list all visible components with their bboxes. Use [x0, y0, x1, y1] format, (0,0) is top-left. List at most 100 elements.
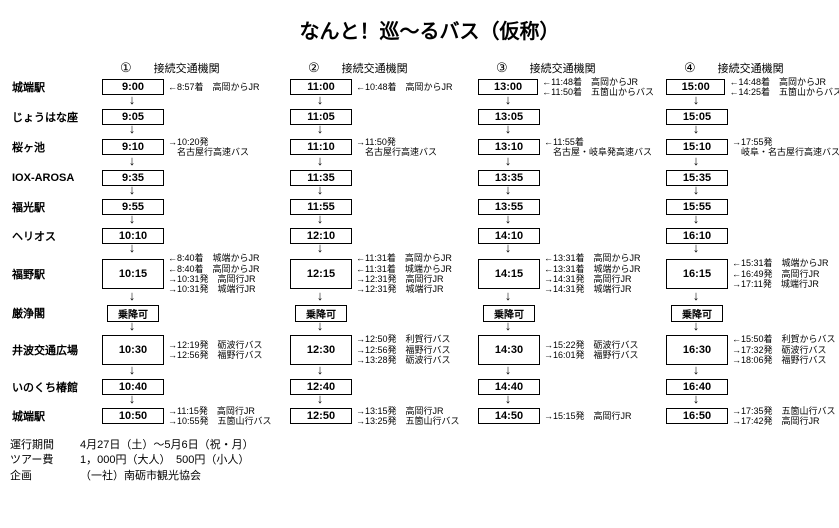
- connection-notes: ←11:31着 高岡からJR←11:31着 城端からJR→12:31発 高岡行J…: [356, 253, 452, 294]
- arrow-down-icon: ↓: [466, 216, 550, 226]
- arrow-down-icon: ↓: [90, 187, 174, 197]
- arrow-down-icon: ↓: [278, 323, 362, 333]
- boarding-box: 乗降可: [107, 305, 159, 322]
- arrow-down-icon: ↓: [466, 396, 550, 406]
- stop-row: 乗降可: [278, 303, 466, 323]
- footer: 運行期間 4月27日（土）～5月6日（祝・月） ツアー費 1，000円（大人） …: [10, 438, 839, 484]
- column-header: ①接続交通機関: [90, 59, 278, 77]
- arrow-down-icon: ↓: [466, 245, 550, 255]
- connection-notes: →15:22発 砺波行バス→16:01発 福野行バス: [544, 340, 639, 361]
- time-box: 9:05: [102, 109, 164, 125]
- stop-row: 11:10→11:50発 名古屋行高速バス: [278, 136, 466, 158]
- time-box: 13:05: [478, 109, 540, 125]
- stop-row: 12:10: [278, 226, 466, 245]
- stop-row: 10:40: [90, 377, 278, 396]
- stop-row: 10:30→12:19発 砺波行バス→12:56発 福野行バス: [90, 333, 278, 367]
- arrow-down-icon: ↓: [654, 187, 738, 197]
- arrow-down-icon: ↓: [90, 293, 174, 303]
- route-column: ③接続交通機関13:00←11:48着 高岡からJR←11:50着 五箇山からバ…: [466, 59, 654, 426]
- arrow-down-icon: ↓: [90, 126, 174, 136]
- arrow-down-icon: ↓: [466, 158, 550, 168]
- time-box: 14:10: [478, 228, 540, 244]
- connection-notes: ←15:31着 城端からJR←16:49発 高岡行JR→17:11発 城端行JR: [732, 258, 829, 289]
- arrow-down-icon: ↓: [654, 293, 738, 303]
- arrow-down-icon: ↓: [654, 245, 738, 255]
- connection-header: 接続交通機関: [342, 60, 408, 76]
- stop-row: 14:10: [466, 226, 654, 245]
- stop-row: 13:35: [466, 168, 654, 187]
- row-label: 福光駅: [10, 197, 90, 216]
- time-box: 16:50: [666, 408, 728, 424]
- stop-row: 15:00←14:48着 高岡からJR←14:25着 五箇山からバス: [654, 77, 839, 97]
- stop-row: 15:35: [654, 168, 839, 187]
- connection-notes: ←15:50着 利賀からバス→17:32発 砺波行バス→18:06発 福野行バス: [732, 334, 836, 365]
- row-label: 城端駅: [10, 77, 90, 97]
- arrow-down-icon: ↓: [654, 158, 738, 168]
- time-box: 14:50: [478, 408, 540, 424]
- stop-row: 15:55: [654, 197, 839, 216]
- arrow-down-icon: ↓: [278, 245, 362, 255]
- time-box: 10:40: [102, 379, 164, 395]
- time-box: 11:05: [290, 109, 352, 125]
- page-title: なんと！巡～るバス（仮称）: [10, 15, 839, 44]
- arrow-down-icon: ↓: [466, 293, 550, 303]
- stop-row: 11:35: [278, 168, 466, 187]
- time-box: 9:55: [102, 199, 164, 215]
- connection-header: 接続交通機関: [154, 60, 220, 76]
- time-box: 15:10: [666, 139, 728, 155]
- connection-notes: →11:50発 名古屋行高速バス: [356, 137, 437, 158]
- connection-notes: →12:19発 砺波行バス→12:56発 福野行バス: [168, 340, 263, 361]
- time-box: 12:30: [290, 335, 352, 365]
- time-box: 10:10: [102, 228, 164, 244]
- stop-row: 12:15←11:31着 高岡からJR←11:31着 城端からJR→12:31発…: [278, 255, 466, 293]
- connection-notes: →10:20発 名古屋行高速バス: [168, 137, 249, 158]
- stop-row: 乗降可: [466, 303, 654, 323]
- fare-label: ツアー費: [10, 453, 80, 468]
- period-label: 運行期間: [10, 438, 80, 453]
- row-label: 井波交通広場: [10, 333, 90, 367]
- connection-notes: →15:15発 高岡行JR: [544, 411, 632, 421]
- stop-row: 14:50 →15:15発 高岡行JR: [466, 406, 654, 426]
- arrow-down-icon: ↓: [466, 187, 550, 197]
- arrow-down-icon: ↓: [466, 126, 550, 136]
- time-box: 13:10: [478, 139, 540, 155]
- stop-row: 乗降可: [90, 303, 278, 323]
- time-box: 10:30: [102, 335, 164, 365]
- stop-row: 11:05: [278, 107, 466, 126]
- stop-row: 9:55: [90, 197, 278, 216]
- stop-row: 13:05: [466, 107, 654, 126]
- time-box: 14:40: [478, 379, 540, 395]
- arrow-down-icon: ↓: [654, 396, 738, 406]
- time-box: 14:15: [478, 259, 540, 289]
- column-header: ④接続交通機関: [654, 59, 839, 77]
- time-box: 13:35: [478, 170, 540, 186]
- column-header: ② 接続交通機関: [278, 59, 466, 77]
- row-label: 城端駅: [10, 406, 90, 426]
- time-box: 13:00: [478, 79, 538, 95]
- arrow-down-icon: ↓: [278, 158, 362, 168]
- stop-row: 14:30→15:22発 砺波行バス→16:01発 福野行バス: [466, 333, 654, 367]
- arrow-down-icon: ↓: [278, 187, 362, 197]
- fare-value: 1，000円（大人） 500円（小人）: [80, 453, 249, 468]
- stop-row: 11:55: [278, 197, 466, 216]
- time-box: 9:35: [102, 170, 164, 186]
- arrow-down-icon: ↓: [90, 323, 174, 333]
- connection-notes: →17:55発 岐阜・名古屋行高速バス: [732, 137, 839, 158]
- arrow-down-icon: ↓: [278, 126, 362, 136]
- stop-row: 15:10→17:55発 岐阜・名古屋行高速バス: [654, 136, 839, 158]
- row-label: 福野駅: [10, 255, 90, 293]
- stop-row: 12:50→13:15発 高岡行JR→13:25発 五箇山行バス: [278, 406, 466, 426]
- row-label: 厳浄閣: [10, 303, 90, 323]
- time-box: 9:10: [102, 139, 164, 155]
- time-box: 11:35: [290, 170, 352, 186]
- time-box: 12:15: [290, 259, 352, 289]
- arrow-down-icon: ↓: [466, 323, 550, 333]
- route-column: ②接続交通機関11:00←10:48着 高岡からJR↓11:05↓11:10→1…: [278, 59, 466, 426]
- route-number: ②: [308, 60, 320, 76]
- connection-notes: ←11:48着 高岡からJR←11:50着 五箇山からバス: [542, 77, 654, 98]
- time-box: 15:35: [666, 170, 728, 186]
- arrow-down-icon: ↓: [90, 245, 174, 255]
- stop-row: 13:10←11:55着 名古屋・岐阜発高速バス: [466, 136, 654, 158]
- stop-row: 16:10: [654, 226, 839, 245]
- stop-row: 9:10→10:20発 名古屋行高速バス: [90, 136, 278, 158]
